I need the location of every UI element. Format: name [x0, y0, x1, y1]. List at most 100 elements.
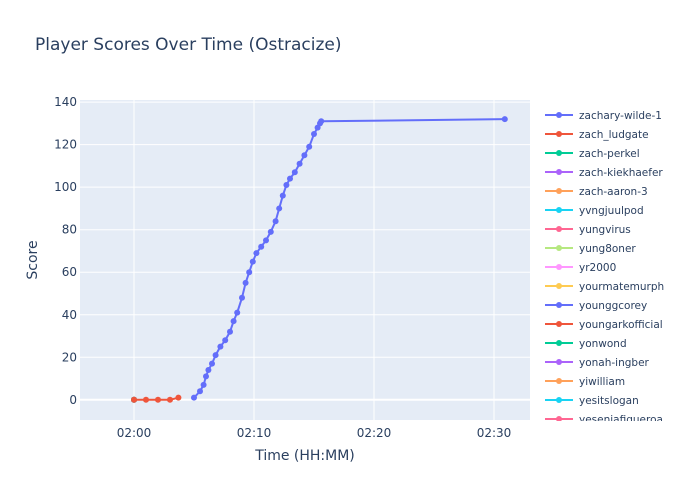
legend-label: yvngjuulpod — [579, 205, 644, 217]
data-point — [212, 352, 219, 359]
data-point — [501, 116, 508, 123]
data-point — [217, 343, 224, 350]
legend-swatch-marker — [556, 226, 562, 232]
legend-item-younggcorey[interactable]: younggcorey — [545, 300, 647, 312]
series-zach_ludgate — [131, 394, 182, 403]
data-point — [200, 381, 207, 388]
legend-label: yesitslogan — [579, 395, 639, 407]
legend[interactable]: zachary-wilde-1 zach_ludgate zach-perkel za… — [545, 110, 664, 426]
series-layer — [131, 116, 508, 403]
legend-swatch-marker — [556, 112, 562, 118]
y-tick-label: 80 — [62, 223, 77, 237]
legend-label: yiwilliam — [579, 376, 625, 388]
legend-swatch-marker — [556, 397, 562, 403]
legend-item-yonah-ingber[interactable]: yonah-ingber — [545, 357, 650, 369]
y-axis-title: Score — [25, 240, 41, 279]
plot-background — [80, 100, 530, 420]
legend-swatch-marker — [556, 264, 562, 270]
data-point — [283, 182, 290, 189]
data-point — [272, 218, 279, 225]
y-tick-label: 40 — [62, 308, 77, 322]
legend-label: yung8oner — [579, 243, 636, 255]
legend-label: yonah-ingber — [579, 357, 650, 369]
x-axis-title: Time (HH:MM) — [254, 448, 355, 464]
data-point — [167, 396, 173, 403]
legend-item-yesitslogan[interactable]: yesitslogan — [545, 395, 639, 407]
series-zachary-wilde-1 — [191, 116, 508, 401]
data-point — [239, 294, 245, 301]
legend-item-zach_ludgate[interactable]: zach_ludgate — [545, 129, 649, 141]
legend-label: yourmatemurph — [579, 281, 664, 293]
legend-label: yr2000 — [579, 262, 616, 274]
legend-item-yungvirus[interactable]: yungvirus — [545, 224, 631, 236]
data-point — [227, 328, 233, 335]
data-point — [246, 269, 253, 276]
legend-label: youngarkofficial — [579, 319, 663, 331]
legend-item-yourmatemurph[interactable]: yourmatemurph — [545, 281, 664, 293]
legend-label: zach-perkel — [579, 148, 640, 160]
legend-swatch-marker — [556, 283, 562, 289]
plot-area[interactable] — [80, 100, 530, 420]
y-tick-label: 60 — [62, 265, 77, 279]
y-tick-label: 100 — [54, 180, 77, 194]
y-tick-label: 0 — [69, 393, 77, 407]
legend-item-zachary-wilde-1[interactable]: zachary-wilde-1 — [545, 110, 662, 122]
legend-label: zach_ludgate — [579, 129, 649, 141]
data-point — [205, 367, 212, 374]
data-point — [306, 143, 313, 150]
legend-label: zach-aaron-3 — [579, 186, 648, 198]
data-point — [258, 243, 265, 250]
legend-swatch-marker — [556, 150, 562, 156]
data-point — [209, 360, 215, 367]
data-point — [311, 131, 317, 138]
legend-swatch-marker — [556, 188, 562, 194]
data-point — [253, 250, 260, 257]
data-point — [191, 394, 197, 401]
data-point — [287, 175, 293, 182]
x-tick-label: 02:30 — [477, 426, 512, 440]
series-line — [193, 118, 505, 399]
chart-title: Player Scores Over Time (Ostracize) — [35, 35, 342, 55]
legend-item-yvngjuulpod[interactable]: yvngjuulpod — [545, 205, 644, 217]
data-point — [203, 373, 209, 380]
legend-label: zachary-wilde-1 — [579, 110, 662, 122]
data-point — [279, 192, 286, 199]
legend-swatch-marker — [556, 378, 562, 384]
legend-swatch-marker — [556, 321, 562, 327]
legend-item-zach-perkel[interactable]: zach-perkel — [545, 148, 640, 160]
y-axis-ticks: 0 20 40 60 80 100 120 140 — [54, 95, 77, 407]
legend-item-yung8oner[interactable]: yung8oner — [545, 243, 636, 255]
y-tick-label: 140 — [54, 95, 77, 109]
legend-label: zach-kiekhaefer — [579, 167, 663, 179]
legend-item-youngarkofficial[interactable]: youngarkofficial — [545, 319, 663, 331]
data-point — [131, 396, 137, 403]
legend-item-yr2000[interactable]: yr2000 — [545, 262, 616, 274]
data-point — [143, 396, 149, 403]
data-point — [301, 152, 308, 159]
legend-swatch-marker — [556, 302, 562, 308]
legend-swatch-marker — [556, 340, 562, 346]
data-point — [155, 396, 161, 403]
legend-swatch-marker — [556, 359, 562, 365]
legend-swatch-marker — [556, 207, 562, 213]
x-tick-label: 02:20 — [357, 426, 392, 440]
legend-item-yeseniafigueroa[interactable]: yeseniafigueroa — [545, 414, 663, 426]
data-point — [175, 394, 182, 401]
legend-swatch-marker — [556, 131, 562, 137]
data-point — [267, 228, 274, 235]
y-tick-label: 20 — [62, 350, 77, 364]
data-point — [249, 258, 256, 265]
data-point — [318, 118, 325, 125]
legend-item-zach-aaron-3[interactable]: zach-aaron-3 — [545, 186, 648, 198]
data-point — [296, 160, 303, 167]
legend-item-zach-kiekhaefer[interactable]: zach-kiekhaefer — [545, 167, 663, 179]
legend-swatch-marker — [556, 169, 562, 175]
legend-item-yiwilliam[interactable]: yiwilliam — [545, 376, 625, 388]
legend-item-yonwond[interactable]: yonwond — [545, 338, 627, 350]
data-point — [242, 279, 249, 286]
legend-swatch-marker — [556, 416, 562, 421]
data-point — [291, 169, 298, 176]
data-point — [230, 318, 237, 325]
legend-label: yungvirus — [579, 224, 631, 236]
